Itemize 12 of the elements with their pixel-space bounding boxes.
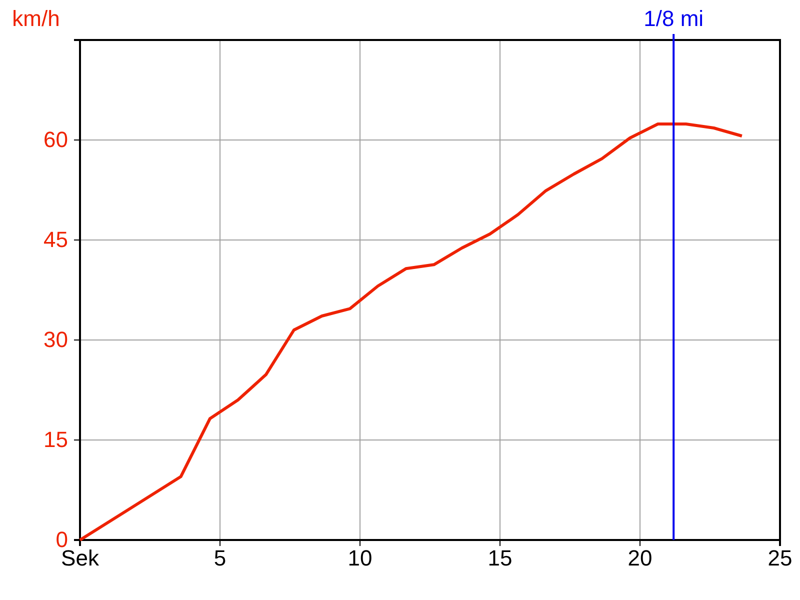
y-tick-label: 45 <box>44 227 68 252</box>
line-series <box>78 122 744 542</box>
y-tick-label: 15 <box>44 427 68 452</box>
y-tick-label: 60 <box>44 127 68 152</box>
x-tick-label: 20 <box>628 546 652 571</box>
ref-line-label: 1/8 mi <box>644 6 704 31</box>
x-tick-label: 25 <box>768 546 792 571</box>
y-axis-title: km/h <box>12 6 60 31</box>
x-tick-label: 5 <box>214 546 226 571</box>
x-tick-label: 15 <box>488 546 512 571</box>
x-tick-label: 10 <box>348 546 372 571</box>
y-tick-label: 30 <box>44 327 68 352</box>
